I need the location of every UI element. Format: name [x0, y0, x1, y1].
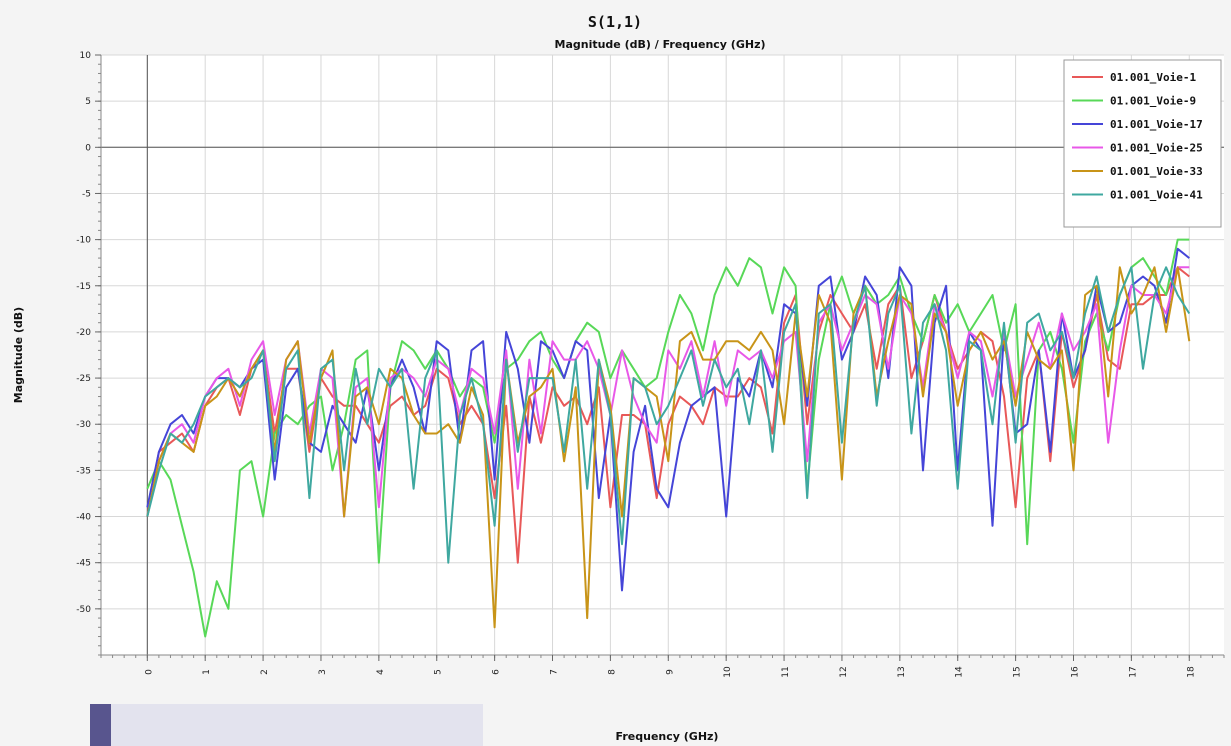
x-tick-label: 13: [897, 666, 907, 677]
y-tick-label: -15: [76, 282, 91, 292]
x-tick-label: 6: [492, 669, 502, 675]
x-tick-label: 0: [144, 669, 154, 675]
x-tick-label: 3: [318, 669, 328, 675]
x-tick-label: 7: [550, 669, 560, 675]
y-tick-label: -25: [76, 374, 91, 384]
x-tick-label: 11: [781, 666, 791, 677]
x-tick-label: 9: [665, 669, 675, 675]
x-tick-label: 2: [260, 669, 270, 675]
chart-subtitle: Magnitude (dB) / Frequency (GHz): [555, 38, 766, 51]
y-tick-label: 10: [80, 51, 92, 61]
x-tick-label: 17: [1128, 666, 1138, 677]
y-axis-label: Magnitude (dB): [12, 307, 25, 403]
x-tick-labels: 0 1 2 3 4 5 6 7 8 9 10 11 12 13 14 15 16 17 18: [144, 666, 1196, 678]
legend-label: 01.001_Voie-33: [1110, 165, 1203, 178]
x-tick-label: 10: [723, 666, 733, 678]
x-tick-label: 4: [376, 669, 386, 675]
y-tick-labels: 10 5 0 -5 -10 -15 -20 -25 -30 -35 -40 -45 -50: [76, 51, 91, 615]
x-tick-label: 1: [202, 669, 212, 675]
x-axis-label: Frequency (GHz): [616, 730, 719, 743]
legend: 01.001_Voie-1 01.001_Voie-9 01.001_Voie-17…: [1063, 59, 1222, 228]
selection-block: [90, 704, 483, 746]
y-tick-label: -20: [76, 328, 91, 338]
y-tick-label: -40: [76, 513, 91, 523]
legend-label: 01.001_Voie-17: [1110, 118, 1203, 131]
x-tick-label: 14: [955, 666, 965, 678]
x-tick-label: 12: [839, 666, 849, 677]
y-tick-label: -10: [76, 236, 91, 246]
x-tick-label: 16: [1070, 666, 1080, 678]
legend-label: 01.001_Voie-9: [1110, 95, 1196, 108]
series-line-6: [146, 266, 1191, 564]
x-tick-label: 8: [607, 669, 617, 675]
series-line-2: [146, 238, 1190, 638]
y-tick-label: -5: [82, 189, 91, 199]
legend-label: 01.001_Voie-41: [1110, 189, 1203, 202]
legend-box: [1063, 59, 1222, 228]
y-tick-label: 0: [85, 143, 91, 153]
y-tick-label: -30: [76, 420, 91, 430]
chart-title: S(1,1): [588, 13, 642, 31]
y-tick-label: -50: [76, 605, 91, 615]
y-tick-label: -45: [76, 559, 91, 569]
x-tick-label: 15: [1013, 666, 1023, 677]
series-group: [146, 238, 1191, 638]
x-tick-label: 18: [1186, 666, 1196, 678]
y-tick-label: -35: [76, 466, 91, 476]
x-tick-label: 5: [434, 669, 444, 675]
selection-accent: [90, 704, 111, 746]
legend-label: 01.001_Voie-25: [1110, 142, 1203, 155]
legend-label: 01.001_Voie-1: [1110, 71, 1196, 84]
axes: [95, 54, 1225, 661]
y-tick-label: 5: [85, 97, 91, 107]
